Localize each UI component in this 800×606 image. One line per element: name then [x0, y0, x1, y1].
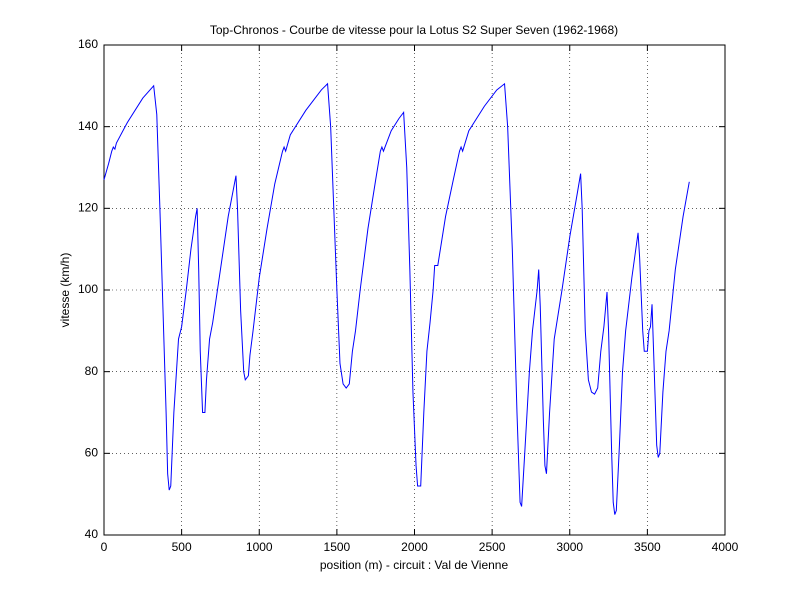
x-tick-label: 2500	[479, 540, 506, 554]
chart-title: Top-Chronos - Courbe de vitesse pour la …	[210, 23, 618, 37]
x-axis-label: position (m) - circuit : Val de Vienne	[320, 558, 509, 572]
y-tick-label: 140	[78, 119, 98, 133]
x-tick-label: 3000	[556, 540, 583, 554]
x-tick-label: 500	[172, 540, 192, 554]
y-tick-label: 120	[78, 201, 98, 215]
y-tick-label: 160	[78, 37, 98, 51]
x-tick-label: 3500	[634, 540, 661, 554]
y-tick-label: 60	[85, 446, 99, 460]
y-tick-label: 40	[85, 527, 99, 541]
y-axis-label: vitesse (km/h)	[58, 253, 72, 328]
x-tick-label: 1000	[246, 540, 273, 554]
data-line	[103, 82, 690, 515]
x-tick-label: 0	[101, 540, 108, 554]
x-tick-label: 4000	[712, 540, 739, 554]
x-tick-label: 2000	[401, 540, 428, 554]
plot-frame	[103, 44, 726, 536]
y-tick-label: 80	[85, 364, 99, 378]
y-tick-label: 100	[78, 282, 98, 296]
x-tick-label: 1500	[324, 540, 351, 554]
